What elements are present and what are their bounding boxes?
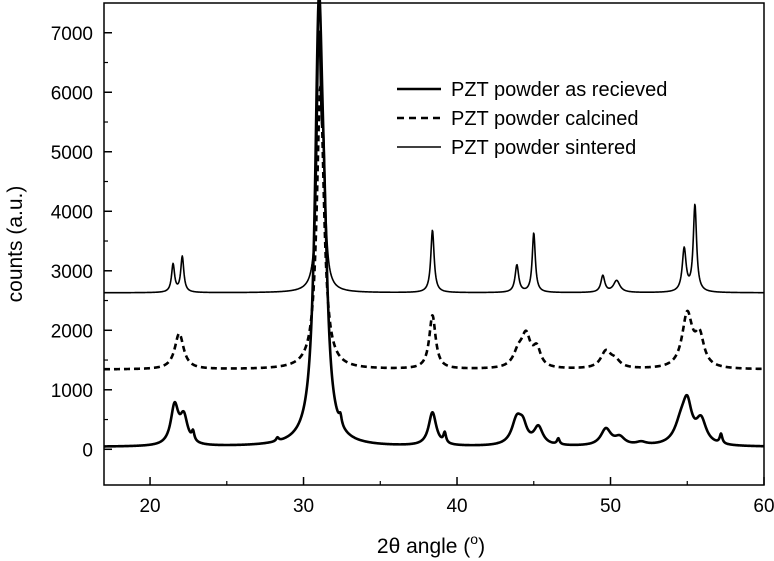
series-lines xyxy=(103,0,765,448)
series-line-2 xyxy=(103,85,765,371)
y-tick-label: 6000 xyxy=(51,83,93,104)
plot-frame xyxy=(103,2,765,486)
axis-ticks: 20 30 40 50 60 0 1000 2000 3000 4000 5000 6000 7000 xyxy=(51,24,774,517)
series-line-3 xyxy=(103,30,765,294)
x-axis-title-close: ) xyxy=(478,535,485,558)
x-axis-title: 2θ angle (o) xyxy=(377,531,485,558)
x-tick-label: 40 xyxy=(446,496,467,517)
legend-label: PZT powder as recieved xyxy=(451,79,667,101)
legend-label: PZT powder sintered xyxy=(451,137,636,159)
y-axis-title: counts (a.u.) xyxy=(4,186,27,303)
x-tick-label: 30 xyxy=(293,496,314,517)
x-axis-title-sup: o xyxy=(470,531,478,547)
y-tick-label: 0 xyxy=(82,440,93,461)
legend-label: PZT powder calcined xyxy=(451,108,639,130)
y-tick-label: 7000 xyxy=(51,24,93,45)
y-tick-label: 3000 xyxy=(51,262,93,283)
x-tick-label: 50 xyxy=(600,496,621,517)
legend: PZT powder as recieved PZT powder calcine… xyxy=(397,79,667,159)
x-tick-label: 60 xyxy=(753,496,774,517)
y-tick-label: 5000 xyxy=(51,143,93,164)
y-tick-label: 2000 xyxy=(51,321,93,342)
y-tick-label: 1000 xyxy=(51,381,93,402)
x-axis-title-main: 2θ angle ( xyxy=(377,535,470,558)
x-tick-label: 20 xyxy=(139,496,160,517)
series-line-1 xyxy=(103,0,765,448)
y-tick-label: 4000 xyxy=(51,202,93,223)
